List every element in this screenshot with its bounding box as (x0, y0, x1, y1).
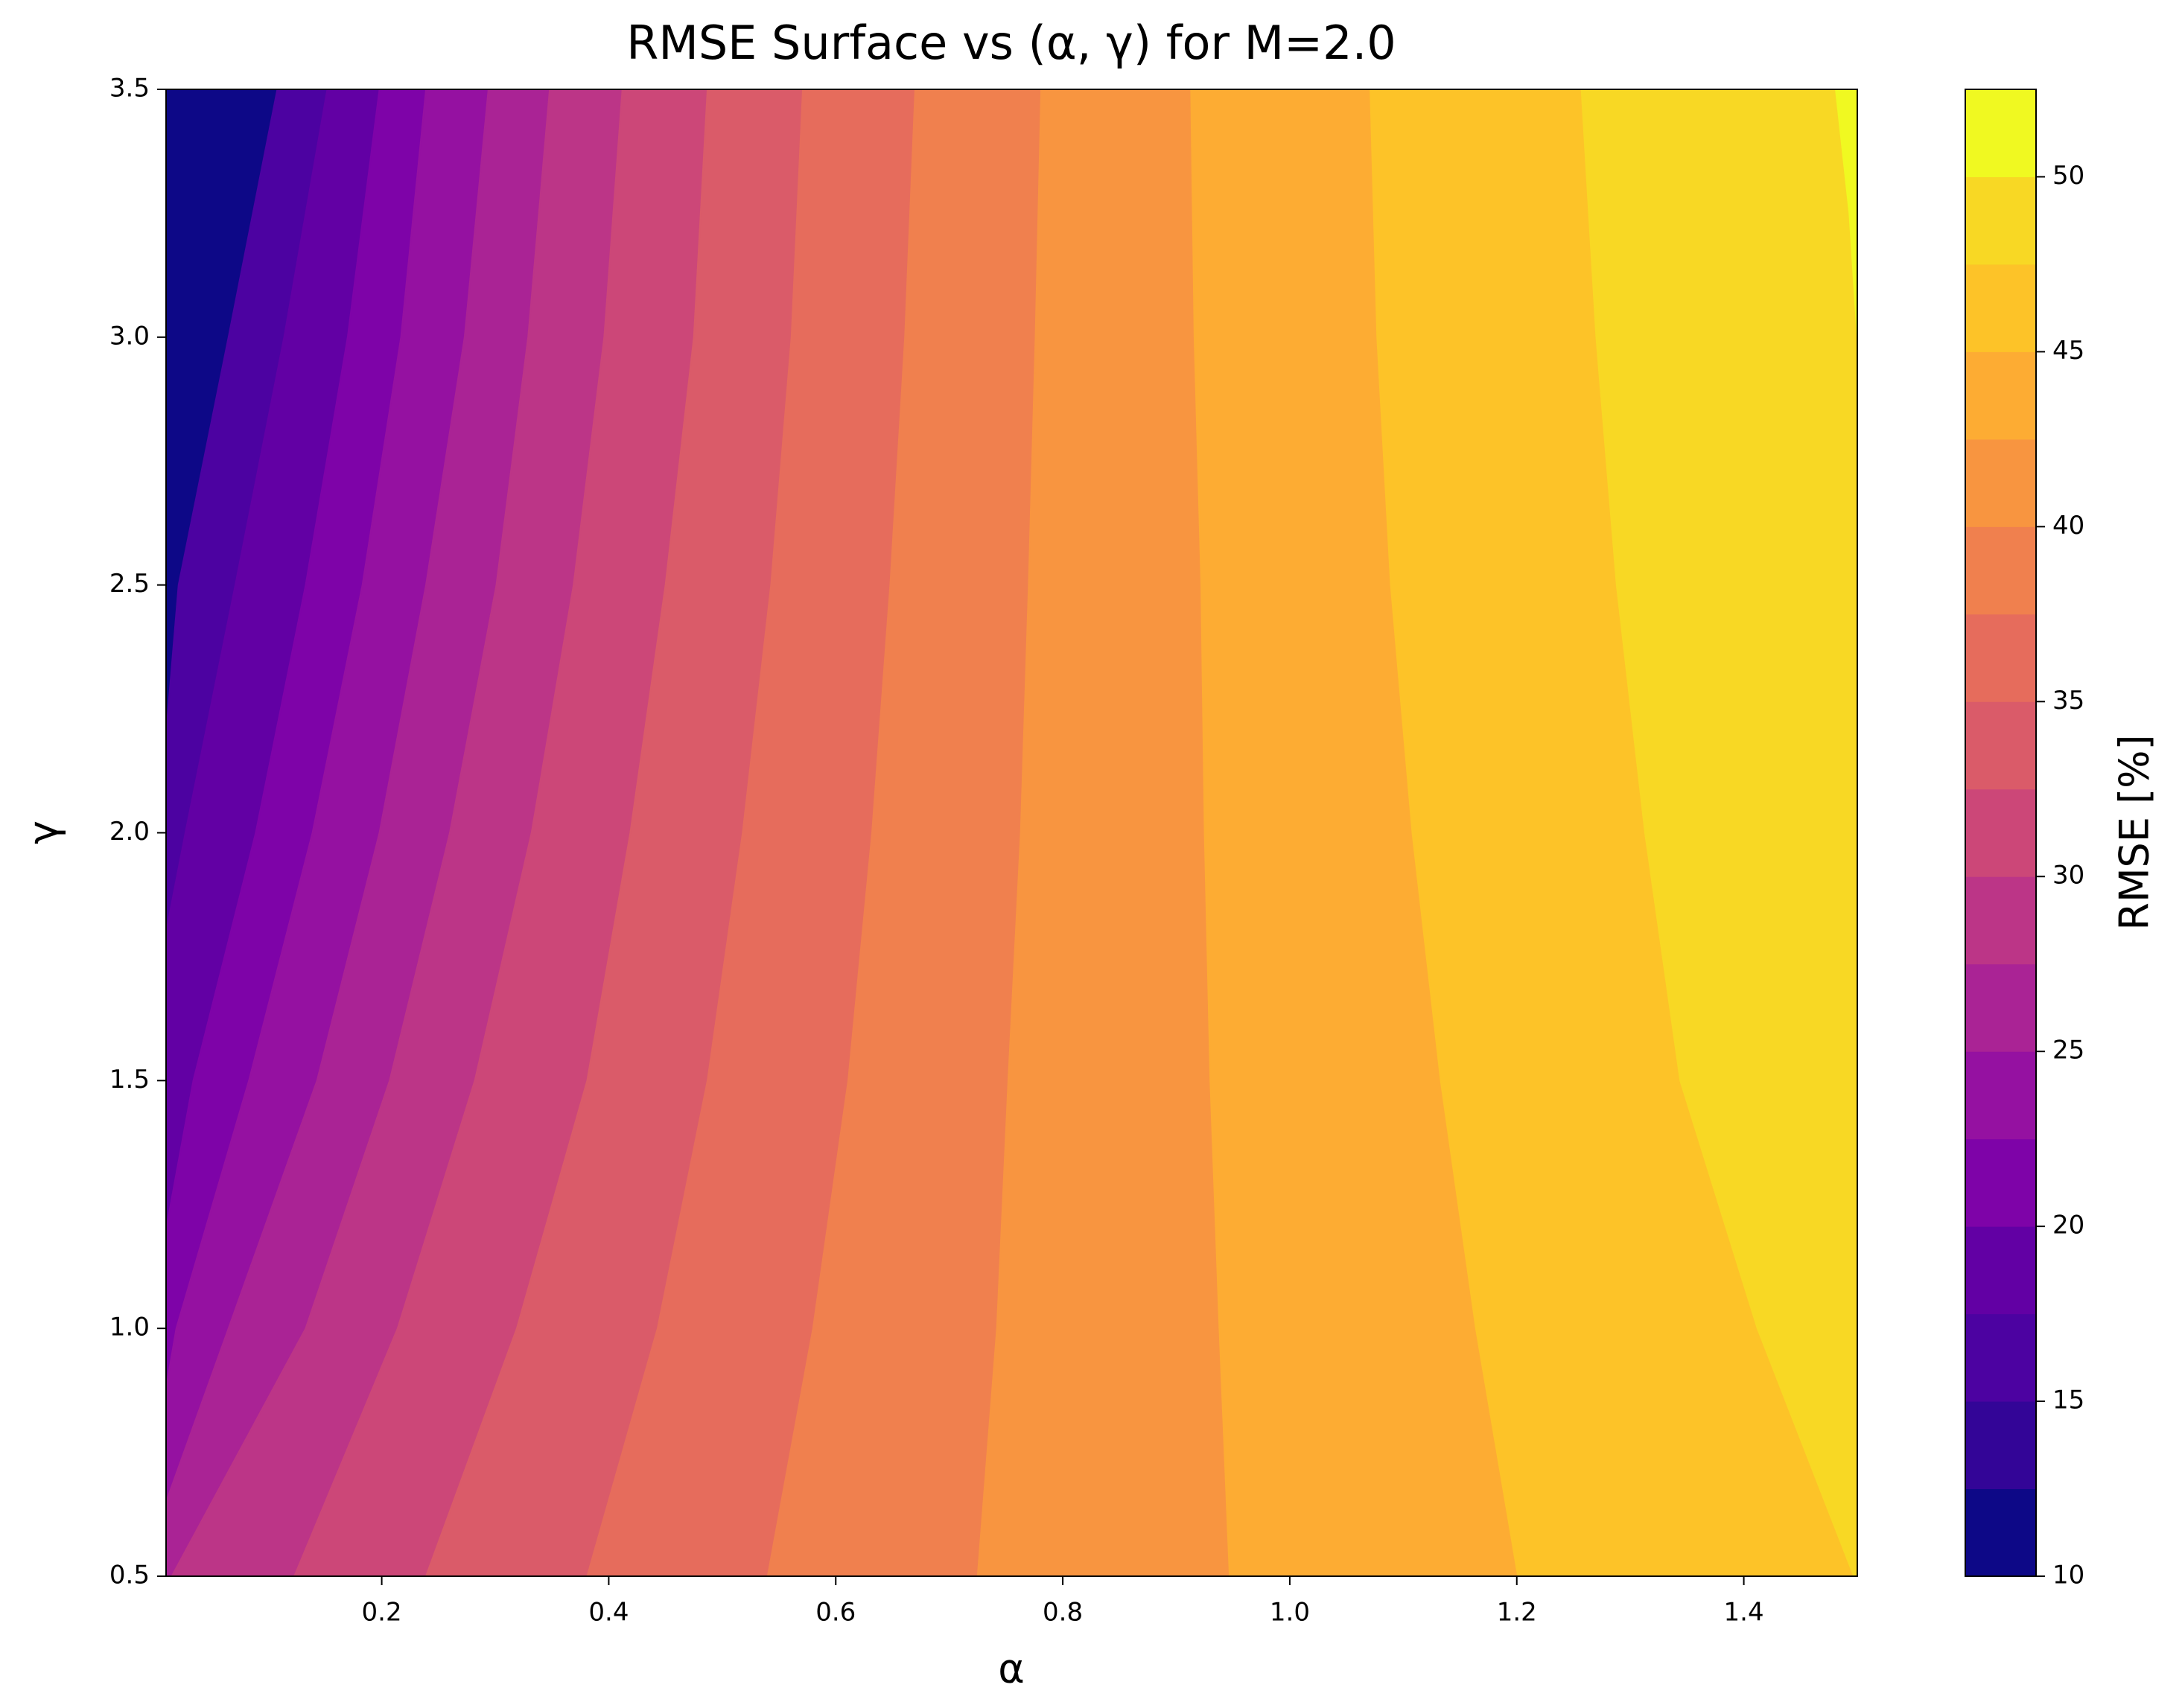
contour-boundary (171, 89, 551, 1576)
colorbar-tick-label: 50 (2052, 161, 2084, 191)
contour-boundary (166, 89, 427, 1389)
colorbar-band (1965, 176, 2036, 265)
contour-boundary (166, 89, 489, 1503)
colorbar-band (1965, 264, 2036, 352)
colorbar-band (1965, 963, 2036, 1052)
colorbar-band (1965, 1401, 2036, 1490)
contour-boundary (1835, 89, 1857, 337)
colorbar-tick-label: 25 (2052, 1036, 2084, 1065)
colorbar-band (1965, 439, 2036, 527)
x-tick-label: 1.0 (1270, 1598, 1310, 1628)
contour-boundary (1580, 89, 1855, 1576)
contour-boundary (425, 89, 709, 1576)
y-tick-label: 3.0 (109, 321, 150, 351)
colorbar-band (1965, 1226, 2036, 1315)
colorbar-band (1965, 1138, 2036, 1227)
colorbar-band (1965, 1488, 2036, 1577)
plot-area (166, 89, 1857, 1576)
colorbar-band (1965, 788, 2036, 877)
colorbar-band (1965, 701, 2036, 790)
contour-boundary (1190, 89, 1231, 1576)
contour-boundary (166, 89, 381, 1230)
contour-boundary (976, 89, 1043, 1576)
colorbar-band (1965, 1051, 2036, 1140)
contour-boundary (1370, 89, 1519, 1576)
contour-boundary (766, 89, 916, 1576)
colorbar-tick-label: 40 (2052, 511, 2084, 541)
colorbar-tick-label: 30 (2052, 861, 2084, 890)
x-tick-label: 0.6 (815, 1598, 856, 1628)
colorbar-tick-label: 10 (2052, 1561, 2084, 1590)
x-axis-label: α (998, 1645, 1025, 1692)
contour-boundary (586, 89, 804, 1576)
colorbar-band (1965, 614, 2036, 702)
x-tick-label: 0.8 (1043, 1598, 1083, 1628)
colorbar-tick-label: 15 (2052, 1386, 2084, 1415)
y-tick-label: 2.0 (109, 817, 150, 847)
contour-boundary (166, 89, 328, 932)
colorbar-band (1965, 526, 2036, 615)
colorbar-label: RMSE [%] (2111, 734, 2158, 930)
x-tick-label: 0.2 (362, 1598, 402, 1628)
y-tick-label: 3.5 (109, 74, 150, 103)
colorbar-band (1965, 351, 2036, 440)
y-tick-label: 0.5 (109, 1561, 150, 1590)
colorbar-band (1965, 1313, 2036, 1402)
y-axis-label: γ (20, 820, 67, 844)
chart-title: RMSE Surface vs (α, γ) for M=2.0 (626, 16, 1396, 70)
colorbar-tick-label: 20 (2052, 1211, 2084, 1240)
colorbar-band (1965, 89, 2036, 177)
x-tick-label: 1.2 (1497, 1598, 1537, 1628)
y-tick-label: 1.5 (109, 1065, 150, 1094)
y-tick-label: 2.5 (109, 569, 150, 599)
x-tick-label: 1.4 (1724, 1598, 1764, 1628)
colorbar-frame (1965, 89, 2037, 1577)
x-tick-label: 0.4 (588, 1598, 629, 1628)
colorbar-tick-label: 35 (2052, 686, 2084, 716)
colorbar-tick-label: 45 (2052, 336, 2084, 366)
contour-boundary (166, 89, 279, 734)
y-tick-label: 1.0 (109, 1313, 150, 1342)
colorbar-band (1965, 876, 2036, 965)
contour-boundary (293, 89, 623, 1576)
